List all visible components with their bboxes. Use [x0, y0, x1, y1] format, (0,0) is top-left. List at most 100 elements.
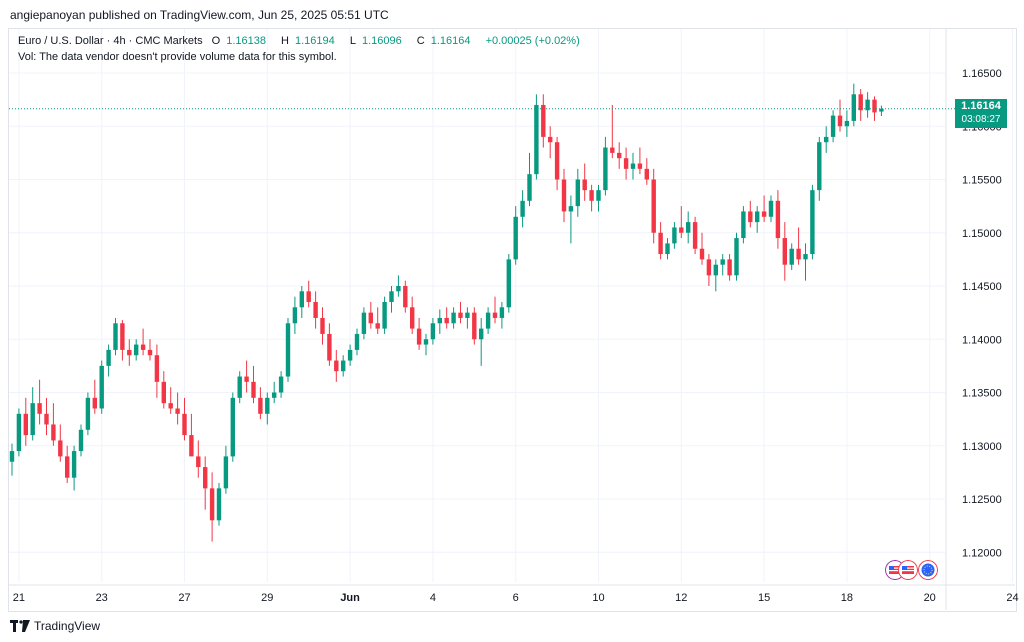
open-label: O [211, 35, 221, 47]
symbol-title: Euro / U.S. Dollar · 4h · CMC Markets [18, 35, 203, 47]
candle-body [147, 349, 153, 356]
candle-body [879, 108, 884, 112]
candle-body [651, 179, 656, 233]
candle-body [278, 376, 284, 393]
candle-body [699, 248, 705, 260]
change-value: +0.00025 (+0.02%) [485, 35, 580, 47]
candle-body [361, 312, 367, 334]
time-tick-label: 12 [675, 592, 687, 604]
candle-body [596, 190, 601, 201]
candle-body [306, 291, 311, 302]
price-axis: 1.165001.160001.155001.150001.145001.140… [945, 29, 1002, 610]
candle-body [168, 403, 173, 409]
current-price-text: 1.16164 [961, 100, 1001, 112]
candle-body [223, 456, 229, 489]
candle-body [334, 360, 339, 372]
eu-flag-icon[interactable] [918, 560, 938, 580]
candle-body [506, 259, 511, 308]
candle-body [554, 142, 560, 180]
us-flag-icon[interactable] [898, 560, 918, 580]
candle-body [37, 403, 42, 414]
candle-body [216, 488, 222, 521]
candle-body [30, 403, 35, 436]
candle-body [617, 152, 622, 159]
candle-body [437, 317, 442, 324]
volume-note: Vol: The data vendor doesn't provide vol… [18, 51, 337, 63]
time-tick-label: 15 [758, 592, 770, 604]
candle-body [817, 142, 822, 191]
candle-body [755, 211, 760, 223]
candle-body [485, 312, 491, 329]
low-label: L [349, 35, 356, 47]
candle-body [851, 94, 856, 121]
candle-body [623, 158, 629, 169]
price-tick-label: 1.15000 [962, 228, 1002, 240]
candle-body [775, 200, 781, 239]
candle-body [416, 328, 422, 345]
candle-body [761, 211, 767, 217]
candle-body [568, 206, 574, 212]
candle-body [458, 312, 463, 318]
candle-body [44, 413, 49, 425]
candle-body [430, 323, 436, 340]
time-tick-label: Jun [340, 592, 360, 604]
candle-body [196, 456, 201, 468]
candle-body [582, 179, 587, 191]
candle-body [65, 456, 70, 478]
price-tick-label: 1.16500 [962, 68, 1002, 80]
candle-body [865, 99, 870, 111]
tradingview-logo-icon [10, 620, 30, 632]
candle-body [51, 424, 56, 441]
candles [9, 83, 884, 542]
candle-body [175, 408, 180, 414]
candle-body [575, 179, 580, 207]
candle-body [824, 136, 829, 143]
candle-body [748, 211, 753, 223]
candle-body [444, 317, 449, 324]
low-value: 1.16096 [361, 35, 402, 47]
candle-body [472, 312, 477, 340]
candle-body [258, 397, 263, 414]
candle-body [561, 179, 567, 212]
candle-body [292, 307, 298, 324]
candle-body [679, 227, 684, 233]
candle-body [189, 435, 194, 457]
time-tick-label: 18 [841, 592, 853, 604]
time-tick-label: 21 [13, 592, 25, 604]
candle-body [423, 339, 429, 345]
candle-body [92, 397, 97, 409]
candle-body [389, 291, 394, 302]
candle-body [203, 467, 208, 489]
candle-body [354, 333, 360, 350]
candle-body [382, 301, 387, 329]
candle-body [630, 163, 636, 169]
candle-body [741, 211, 746, 239]
publish-caption: angiepanoyan published on TradingView.co… [10, 8, 389, 22]
candle-body [541, 104, 546, 137]
high-value: 1.16194 [295, 35, 335, 47]
current-price-badge: 1.16164 03:08:27 [955, 99, 1007, 128]
price-tick-label: 1.14000 [962, 334, 1002, 346]
candle-body [810, 190, 815, 255]
candle-body [837, 115, 843, 127]
candle-body [9, 451, 15, 462]
candle-body [830, 115, 836, 137]
time-tick-label: 4 [430, 592, 436, 604]
time-tick-label: 6 [513, 592, 519, 604]
close-value: 1.16164 [430, 35, 471, 47]
price-tick-label: 1.12500 [962, 494, 1002, 506]
candle-body [534, 104, 539, 175]
candle-body [520, 200, 525, 217]
time-tick-label: 24 [1006, 592, 1018, 604]
candle-body [134, 344, 139, 356]
candle-body [71, 451, 77, 478]
candle-body [803, 254, 808, 260]
candle-body [99, 365, 104, 409]
candle-body [347, 349, 353, 361]
candle-body [299, 291, 304, 308]
candle-body [727, 259, 732, 276]
candle-body [768, 200, 774, 217]
candle-body [644, 168, 649, 180]
footer: TradingView [10, 619, 100, 633]
